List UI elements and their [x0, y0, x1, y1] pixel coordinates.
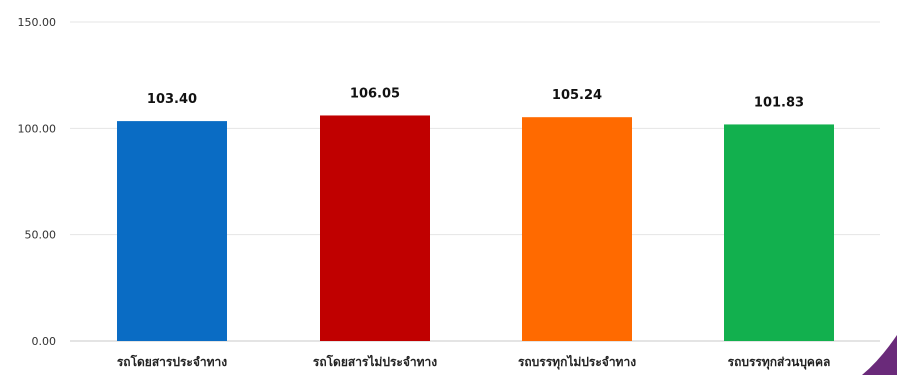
bar — [522, 117, 632, 341]
bar — [320, 115, 430, 341]
corner-decoration — [862, 335, 897, 375]
bars — [117, 115, 834, 342]
category-label: รถโดยสารประจำทาง — [117, 354, 227, 369]
bar — [117, 121, 227, 342]
data-label: 101.83 — [754, 95, 804, 110]
data-label: 103.40 — [147, 92, 197, 107]
y-tick-label: 150.00 — [18, 16, 57, 29]
data-label: 106.05 — [350, 86, 400, 101]
category-label: รถบรรทุกไม่ประจำทาง — [518, 354, 636, 370]
data-labels: 103.40 106.05 105.24 101.83 — [147, 86, 804, 110]
category-label: รถโดยสารไม่ประจำทาง — [313, 354, 437, 369]
bar — [724, 124, 834, 342]
y-tick-label: 50.00 — [25, 229, 57, 242]
data-label: 105.24 — [552, 88, 602, 103]
category-label: รถบรรทุกส่วนบุคคล — [728, 355, 831, 370]
y-axis-tick-labels: 0.00 50.00 100.00 150.00 — [18, 16, 57, 348]
category-labels: รถโดยสารประจำทาง รถโดยสารไม่ประจำทาง รถบรร… — [117, 354, 830, 370]
y-tick-label: 100.00 — [18, 122, 57, 135]
y-tick-label: 0.00 — [32, 335, 57, 348]
